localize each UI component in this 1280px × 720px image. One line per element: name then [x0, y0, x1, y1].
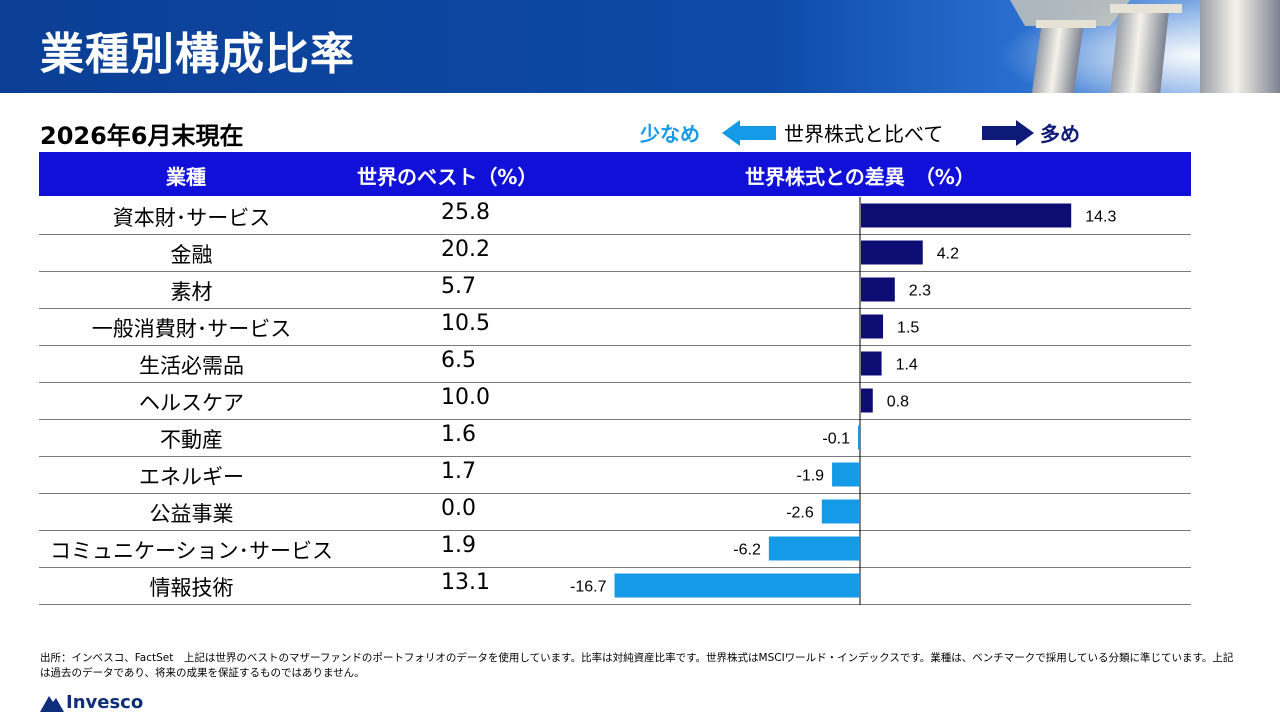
legend-middle-label: 世界株式と比べて [784, 122, 944, 146]
data-label: -6.2 [733, 542, 761, 559]
sector-name: 金融 [170, 243, 213, 267]
bar [821, 499, 860, 524]
sector-weight: 10.0 [441, 385, 490, 410]
logo-wordmark: Invesco [66, 692, 144, 713]
mountain-logo-icon [40, 696, 64, 712]
legend-less-label: 少なめ [640, 122, 700, 146]
column-header-difference: 世界株式との差異 （%） [745, 165, 975, 189]
data-label: 4.2 [937, 246, 959, 263]
sector-name: 素材 [170, 280, 213, 304]
sector-name: 情報技術 [149, 576, 234, 600]
arrow-left-icon [722, 120, 776, 146]
bar [614, 573, 860, 598]
sector-weight: 1.7 [441, 459, 476, 484]
arrow-right-icon [982, 120, 1034, 146]
sector-weight: 0.0 [441, 496, 476, 521]
table-header: 業種 世界のベスト（%） 世界株式との差異 （%） [39, 152, 1191, 196]
data-label: 0.8 [887, 394, 909, 411]
sector-name: 公益事業 [149, 502, 234, 526]
sector-name: 資本財･サービス [112, 206, 271, 230]
sector-weight: 5.7 [441, 274, 476, 299]
bar [768, 536, 860, 561]
column-header-weight: 世界のベスト（%） [357, 165, 538, 189]
bar [861, 314, 884, 339]
table-row: 資本財･サービス 25.8 [39, 197, 1191, 235]
legend: 少なめ 世界株式と比べて 多め [640, 114, 1100, 150]
table-row: 生活必需品 6.5 [39, 345, 1191, 383]
sector-name: エネルギー [139, 465, 244, 489]
sector-name: 生活必需品 [139, 354, 244, 378]
legend-more-label: 多め [1040, 122, 1080, 146]
pillars-image [950, 0, 1280, 93]
data-label: -1.9 [796, 468, 824, 485]
footnote: 出所：インベスコ、FactSet 上記は世界のベストのマザーファンドのポートフォ… [40, 652, 1234, 679]
sector-weight: 25.8 [441, 200, 490, 225]
header-banner: 業種別構成比率 [0, 0, 1280, 93]
bar [858, 425, 860, 450]
sector-weight: 1.6 [441, 422, 476, 447]
bar [832, 462, 860, 487]
column-header-sector: 業種 [166, 165, 206, 189]
data-label: 1.4 [896, 357, 918, 374]
sector-weight: 13.1 [441, 570, 490, 595]
sector-name: ヘルスケア [139, 391, 244, 415]
data-label: 1.5 [897, 320, 919, 337]
page-title: 業種別構成比率 [40, 29, 355, 80]
sector-name: 一般消費財･サービス [91, 317, 292, 341]
bar [861, 388, 873, 413]
table-row: 金融 20.2 [39, 234, 1191, 272]
sector-weight: 20.2 [441, 237, 490, 262]
sector-weight: 10.5 [441, 311, 490, 336]
bar [861, 277, 895, 302]
table-row: 情報技術 13.1 [39, 567, 1191, 605]
bar [861, 351, 882, 376]
sector-name: 不動産 [160, 428, 223, 452]
table-row: コミュニケーション･サービス 1.9 [39, 530, 1191, 568]
data-label: -2.6 [786, 505, 814, 522]
sector-weight: 1.9 [441, 533, 476, 558]
bar [861, 203, 1072, 228]
table-row: 素材 5.7 [39, 271, 1191, 309]
bar [861, 240, 923, 265]
data-label: -16.7 [570, 579, 607, 596]
data-label: 2.3 [909, 283, 931, 300]
table-row: エネルギー 1.7 [39, 456, 1191, 494]
table-row: 一般消費財･サービス 10.5 [39, 308, 1191, 346]
as-of-date: 2026年6月末現在 [40, 122, 244, 150]
sector-weight: 6.5 [441, 348, 476, 373]
sector-name: コミュニケーション･サービス [49, 539, 334, 563]
data-label: -0.1 [822, 431, 850, 448]
table-row: ヘルスケア 10.0 [39, 382, 1191, 420]
table-row: 公益事業 0.0 [39, 493, 1191, 531]
table-row: 不動産 1.6 [39, 419, 1191, 457]
data-label: 14.3 [1085, 209, 1116, 226]
